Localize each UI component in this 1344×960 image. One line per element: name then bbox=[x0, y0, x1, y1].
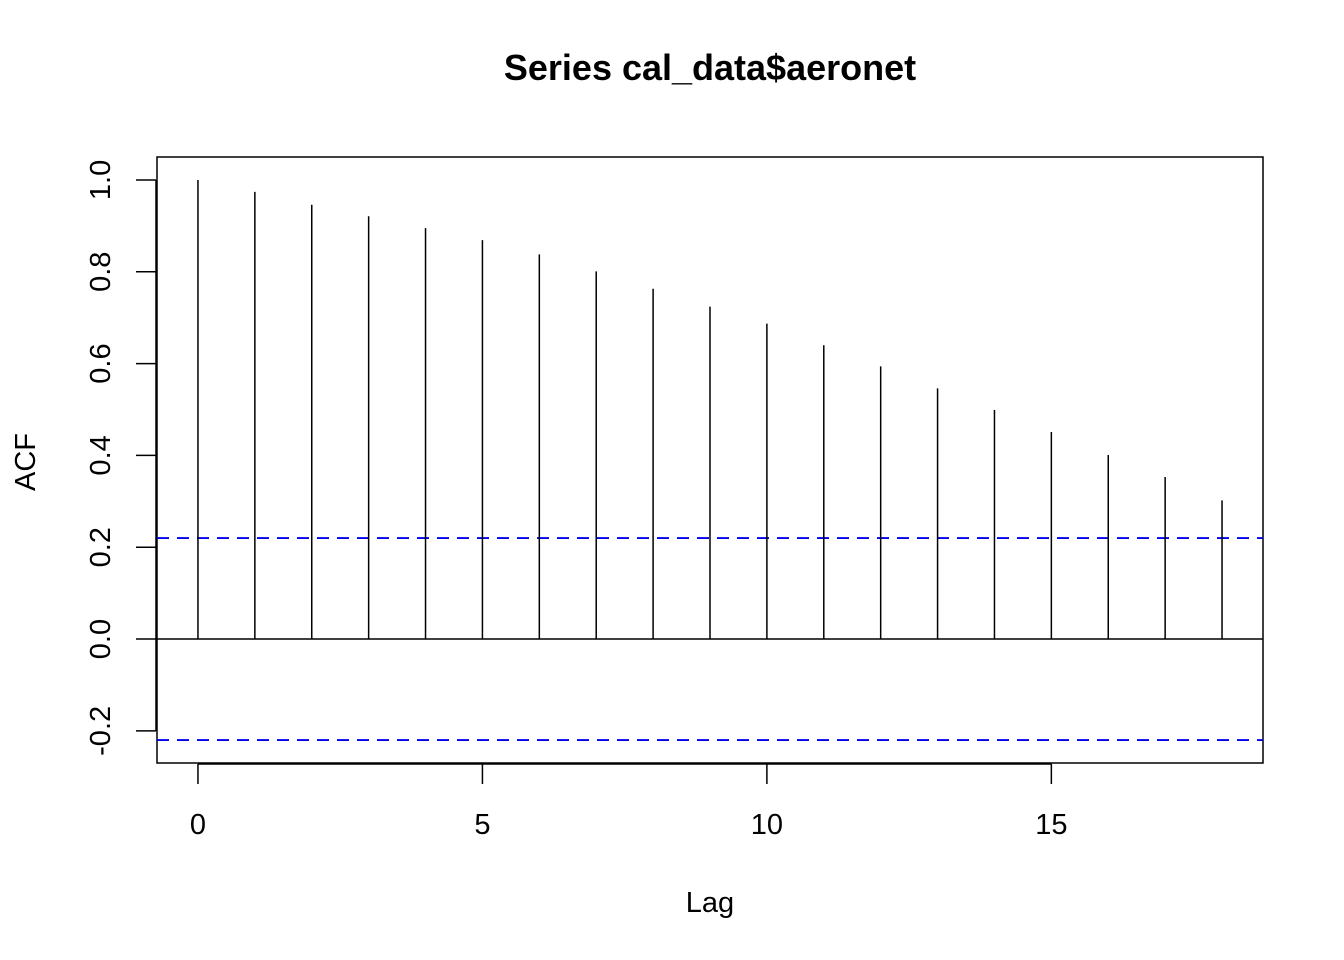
y-axis-label: ACF bbox=[10, 433, 42, 491]
y-tick-label: 0.6 bbox=[85, 343, 117, 383]
y-tick-label: 1.0 bbox=[85, 160, 117, 200]
chart-title: Series cal_data$aeronet bbox=[504, 47, 916, 88]
y-tick-label: -0.2 bbox=[85, 706, 117, 756]
x-tick-label: 15 bbox=[1035, 809, 1067, 841]
x-tick-label: 0 bbox=[190, 809, 206, 841]
y-tick-label: 0.0 bbox=[85, 619, 117, 659]
y-tick-label: 0.4 bbox=[85, 435, 117, 475]
x-tick-label: 10 bbox=[751, 809, 783, 841]
y-tick-label: 0.8 bbox=[85, 252, 117, 292]
plot-frame bbox=[156, 156, 1264, 764]
confidence-bounds bbox=[157, 537, 1263, 741]
x-tick-label: 5 bbox=[474, 809, 490, 841]
x-axis: 0 5 10 15 bbox=[190, 763, 1067, 841]
acf-bars bbox=[197, 179, 1223, 640]
y-axis: -0.2 0.0 0.2 0.4 0.6 0.8 1.0 bbox=[85, 160, 157, 756]
y-tick-label: 0.2 bbox=[85, 527, 117, 567]
x-axis-label: Lag bbox=[686, 887, 734, 919]
